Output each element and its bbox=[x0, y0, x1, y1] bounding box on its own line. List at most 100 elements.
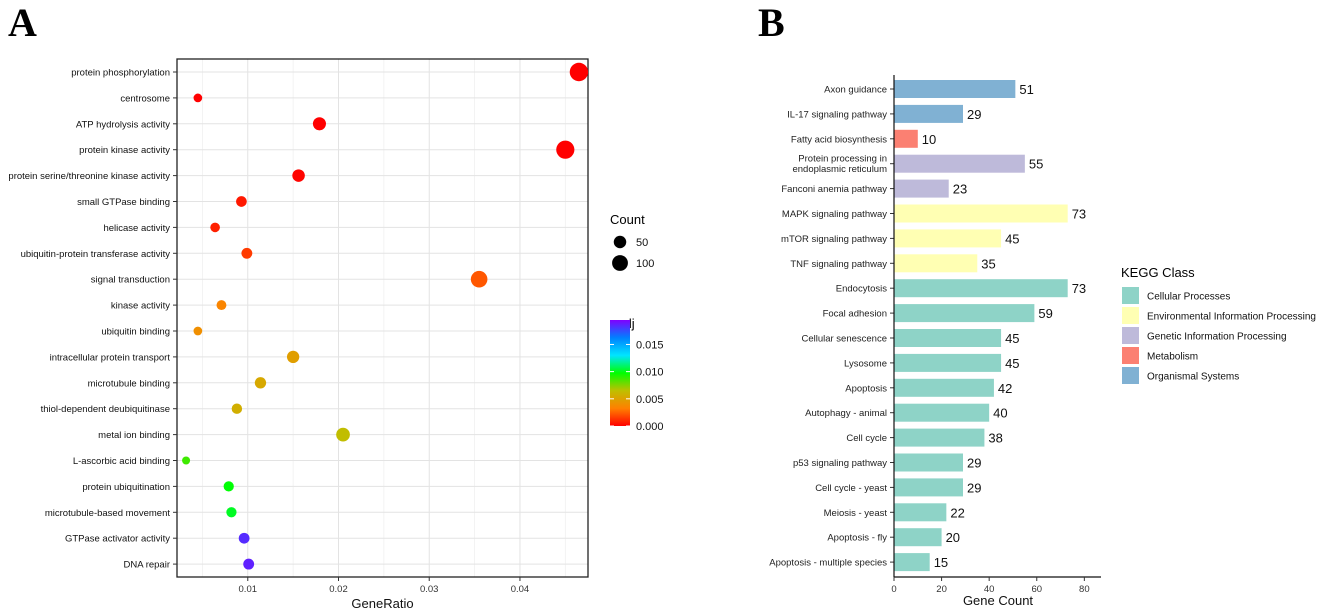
x-axis-title: Gene Count bbox=[963, 593, 1033, 608]
color-tick-label: 0.010 bbox=[636, 367, 664, 379]
bar-value-label: 22 bbox=[950, 505, 964, 520]
y-tick-label-line: endoplasmic reticulum bbox=[792, 164, 887, 175]
data-point bbox=[286, 350, 300, 364]
bar bbox=[894, 154, 1025, 173]
bar bbox=[894, 403, 990, 422]
bar bbox=[894, 80, 1016, 98]
panel-b-label: B bbox=[758, 0, 785, 45]
y-tick-label: Axon guidance bbox=[824, 85, 887, 96]
y-tick-label: protein kinase activity bbox=[79, 145, 170, 156]
bar bbox=[894, 304, 1035, 323]
data-point bbox=[231, 403, 243, 414]
x-tick-label: 40 bbox=[984, 584, 995, 595]
bar-value-label: 40 bbox=[993, 406, 1007, 421]
data-point bbox=[556, 140, 575, 159]
legend-swatch bbox=[1122, 347, 1139, 364]
kegg-legend-title: KEGG Class bbox=[1121, 265, 1195, 280]
y-tick-label: thiol-dependent deubiquitinase bbox=[41, 404, 170, 415]
y-tick-label: microtubule binding bbox=[88, 378, 170, 389]
y-tick-label: Fanconi anemia pathway bbox=[781, 184, 887, 195]
y-tick-label: helicase activity bbox=[103, 223, 170, 234]
size-legend-dot bbox=[612, 255, 628, 271]
bar bbox=[894, 453, 963, 472]
y-tick-label: L-ascorbic acid binding bbox=[73, 456, 170, 467]
y-tick-label: Apoptosis - multiple species bbox=[769, 558, 887, 569]
y-tick-label: intracellular protein transport bbox=[50, 352, 171, 363]
size-legend-entries: 50 100 bbox=[612, 235, 654, 271]
data-point bbox=[470, 270, 488, 288]
bar-value-label: 38 bbox=[988, 431, 1002, 446]
x-axis-title: GeneRatio bbox=[351, 596, 413, 611]
x-tick-label: 0.02 bbox=[329, 584, 348, 595]
data-point bbox=[254, 377, 267, 389]
bar-value-label: 73 bbox=[1072, 281, 1086, 296]
bar bbox=[894, 254, 978, 273]
y-tick-label: Meiosis - yeast bbox=[824, 508, 888, 519]
y-tick-label-line: Protein processing in bbox=[798, 154, 887, 165]
data-point bbox=[223, 481, 234, 492]
legend-label: Environmental Information Processing bbox=[1147, 312, 1316, 323]
data-point bbox=[241, 247, 253, 259]
bar-value-label: 23 bbox=[953, 182, 967, 197]
y-tick-label: DNA repair bbox=[124, 560, 170, 571]
data-point bbox=[193, 93, 203, 103]
bar bbox=[894, 503, 947, 522]
y-tick-label: ubiquitin binding bbox=[101, 327, 170, 338]
size-legend-title: Count bbox=[610, 212, 645, 227]
color-tick-label: 0.000 bbox=[636, 421, 664, 433]
data-point bbox=[336, 427, 350, 442]
y-tick-label: ubiquitin-protein transferase activity bbox=[21, 249, 171, 260]
legend-swatch bbox=[1122, 287, 1139, 304]
color-scale-bar bbox=[610, 320, 630, 426]
y-tick-label: mTOR signaling pathway bbox=[781, 234, 887, 245]
y-tick-label: Fatty acid biosynthesis bbox=[791, 134, 887, 145]
legend-swatch bbox=[1122, 327, 1139, 344]
y-tick-label: metal ion binding bbox=[98, 430, 170, 441]
kegg-legend-entries: Cellular Processes Environmental Informat… bbox=[1122, 287, 1316, 384]
bar-value-label: 29 bbox=[967, 456, 981, 471]
x-tick-label: 20 bbox=[936, 584, 947, 595]
y-tick-label: Apoptosis bbox=[845, 383, 887, 394]
bar bbox=[894, 528, 942, 547]
legend-label: Cellular Processes bbox=[1147, 292, 1230, 303]
bar bbox=[894, 378, 994, 397]
data-point bbox=[226, 507, 237, 518]
y-tick-label: signal transduction bbox=[91, 275, 170, 286]
y-tick-label: Cell cycle - yeast bbox=[815, 483, 887, 494]
y-tick-label: protein phosphorylation bbox=[71, 68, 170, 79]
y-tick-label: Protein processing in endoplasmic reticul… bbox=[792, 154, 887, 176]
bar-value-label: 51 bbox=[1019, 82, 1033, 97]
y-tick-label: Cell cycle bbox=[846, 433, 887, 444]
bar-value-label: 45 bbox=[1005, 356, 1019, 371]
legend-swatch bbox=[1122, 367, 1139, 384]
bar bbox=[894, 179, 949, 198]
bar-value-label: 35 bbox=[981, 256, 995, 271]
data-point bbox=[243, 558, 255, 570]
bar bbox=[894, 353, 1002, 372]
data-point bbox=[193, 326, 203, 336]
y-tick-label: Focal adhesion bbox=[823, 309, 887, 320]
bar-value-label: 15 bbox=[934, 555, 948, 570]
bar-value-label: 29 bbox=[967, 480, 981, 495]
y-tick-label: GTPase activator activity bbox=[65, 534, 170, 545]
x-tick-label: 60 bbox=[1031, 584, 1042, 595]
y-tick-label: Apoptosis - fly bbox=[827, 533, 887, 544]
y-tick-label: protein ubiquitination bbox=[82, 482, 170, 493]
bar bbox=[894, 104, 963, 123]
bar bbox=[894, 428, 985, 447]
y-tick-label: IL-17 signaling pathway bbox=[787, 109, 887, 120]
x-tick-label: 0.03 bbox=[420, 584, 439, 595]
y-tick-label: Autophagy - animal bbox=[805, 408, 887, 419]
y-tick-label: ATP hydrolysis activity bbox=[76, 119, 170, 130]
color-legend-ticks: 0.000 0.005 0.010 0.015 bbox=[610, 339, 664, 433]
y-tick-label: Cellular senescence bbox=[801, 334, 887, 345]
y-tick-label: Endocytosis bbox=[836, 284, 887, 295]
dot-plot-go-enrichment: protein phosphorylation centrosome ATP hyd… bbox=[8, 58, 589, 611]
bar-value-label: 55 bbox=[1029, 157, 1043, 172]
data-point bbox=[216, 300, 227, 311]
bar bbox=[894, 129, 918, 148]
y-tick-label: MAPK signaling pathway bbox=[782, 209, 887, 220]
legend-swatch bbox=[1122, 307, 1139, 324]
bar bbox=[894, 204, 1068, 223]
x-tick-label: 0.04 bbox=[511, 584, 530, 595]
